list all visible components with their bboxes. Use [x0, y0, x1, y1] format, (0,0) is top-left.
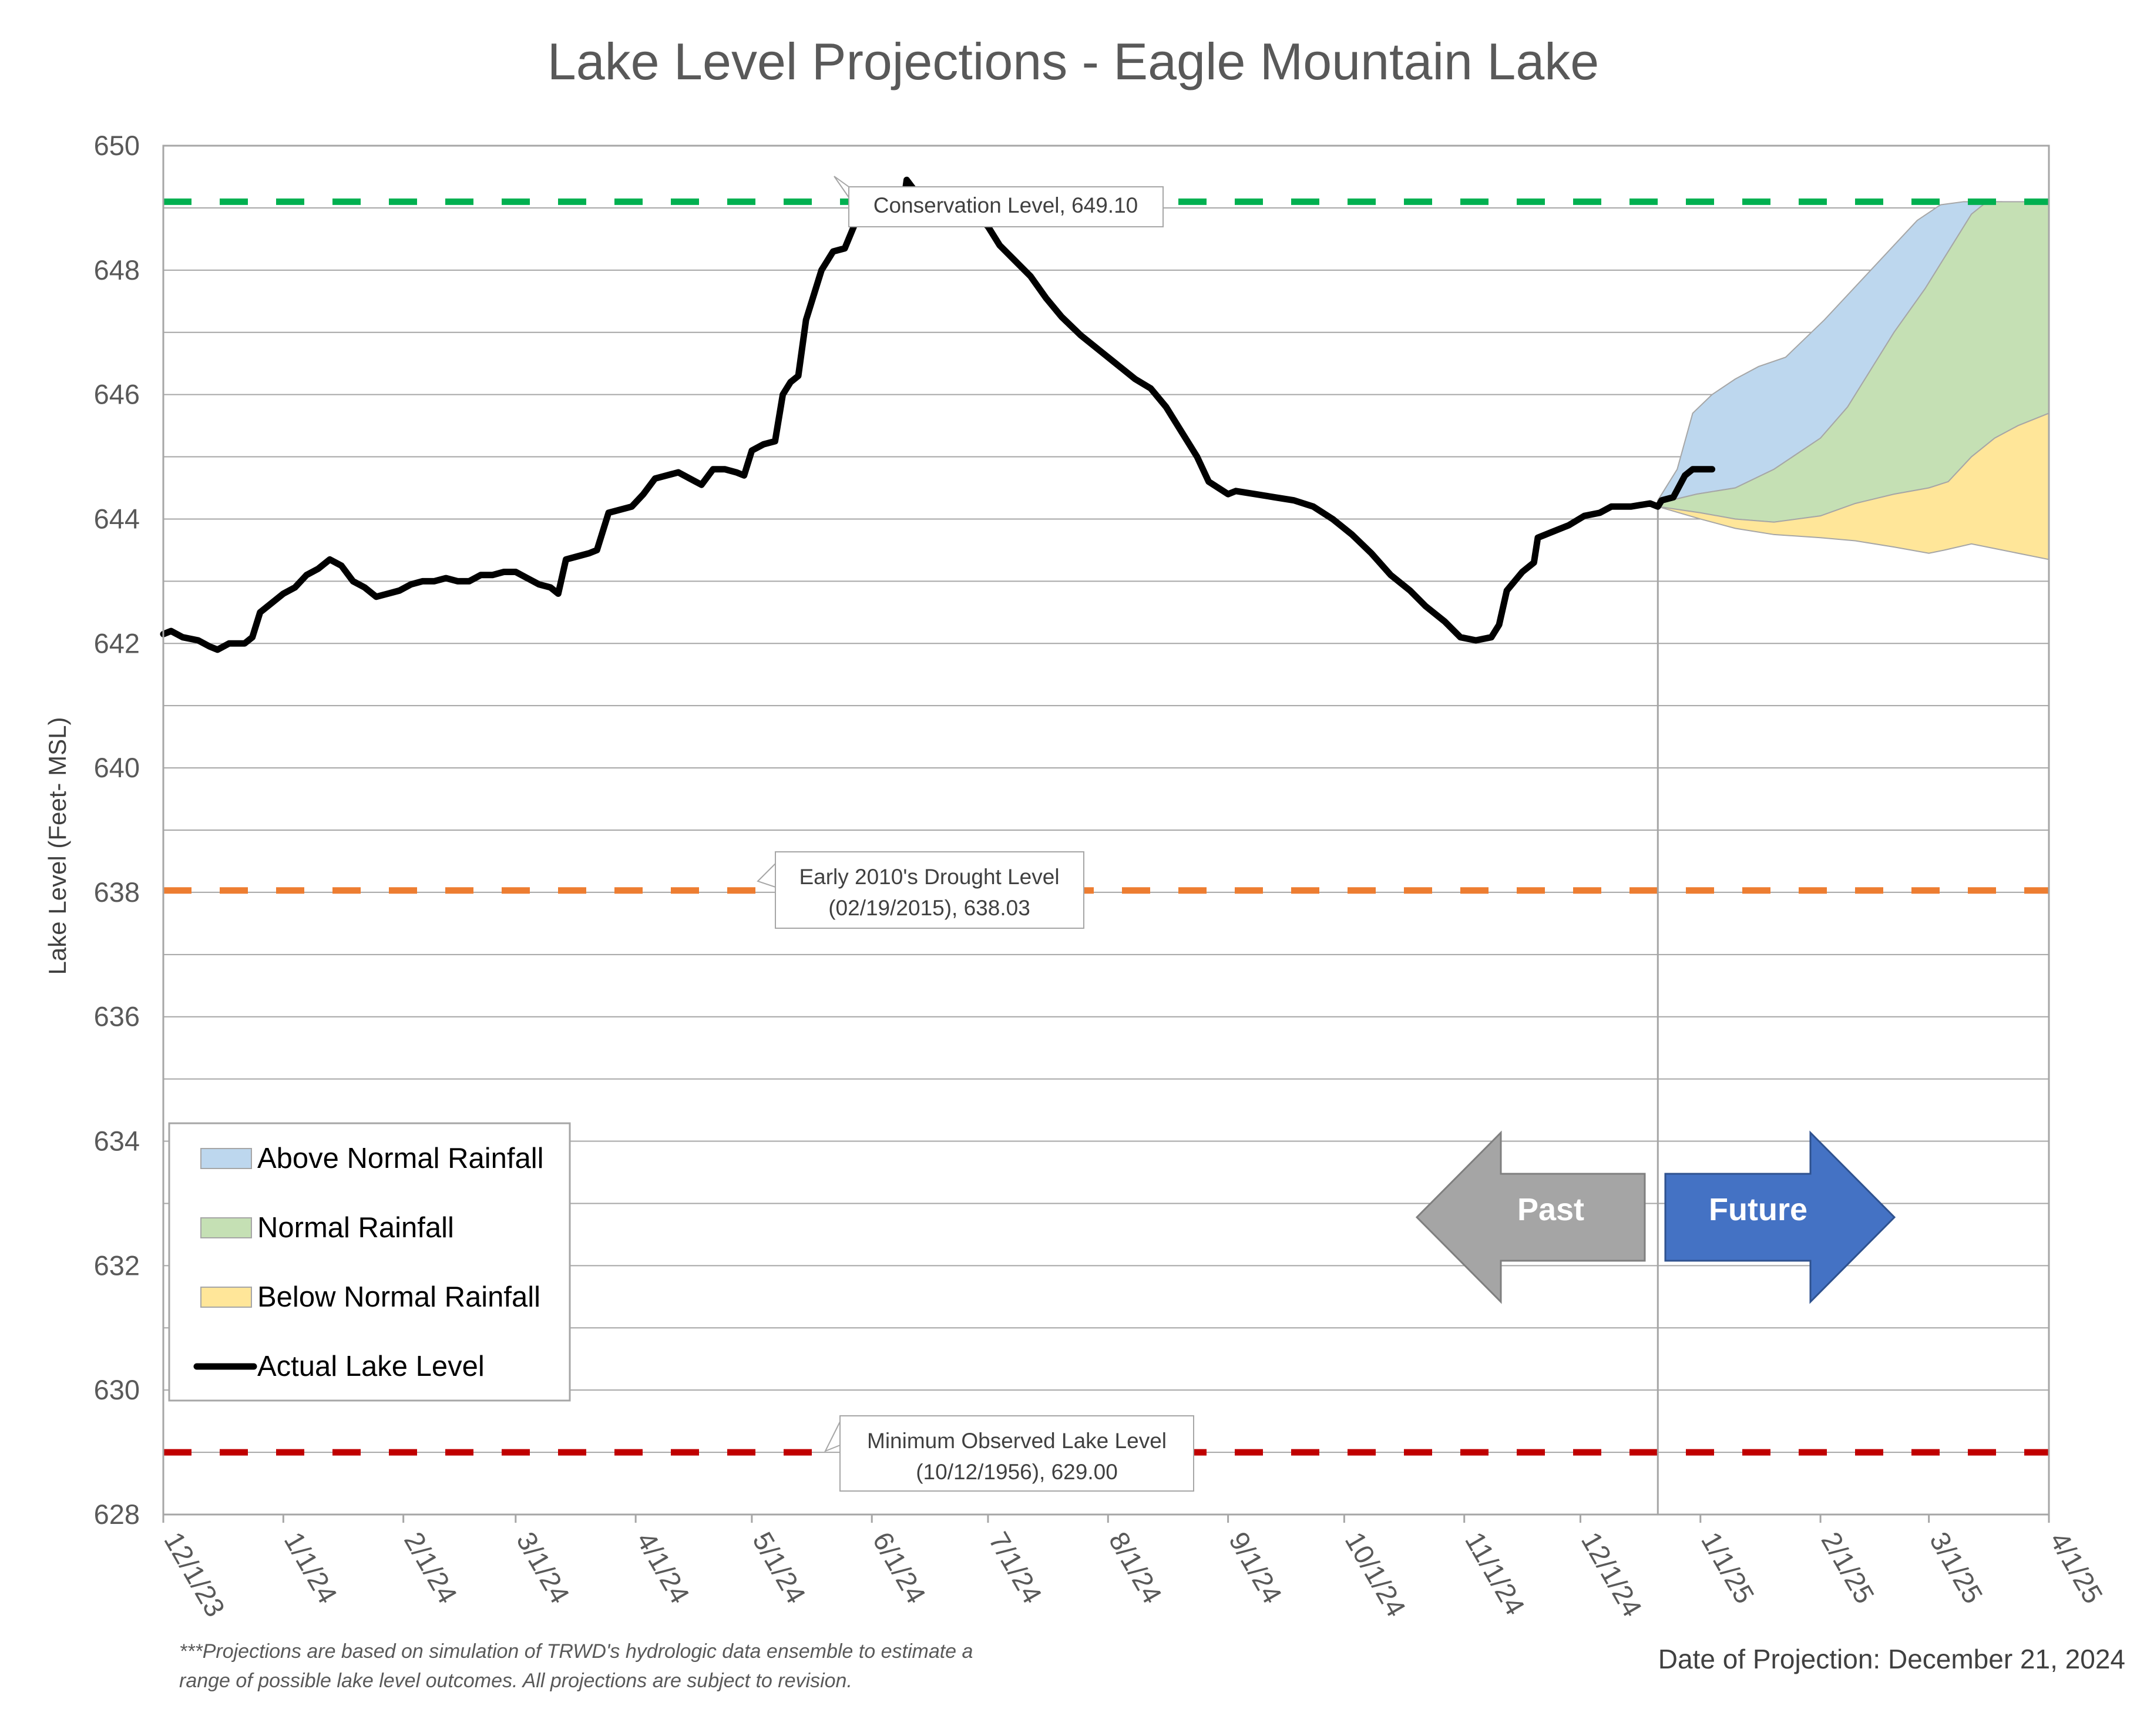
- past-arrow-shape: [1415, 1130, 1646, 1304]
- drought-callout-box: [775, 851, 1084, 929]
- legend-swatch-normal: [200, 1217, 252, 1238]
- y-tick-label: 632: [94, 1250, 140, 1281]
- past-arrow: Past: [1415, 1130, 1646, 1304]
- chart-title: Lake Level Projections - Eagle Mountain …: [547, 32, 1599, 90]
- conservation-callout: Conservation Level, 649.10: [834, 176, 1164, 227]
- drought-callout-line2: (02/19/2015), 638.03: [828, 896, 1030, 920]
- y-tick-labels: 628 630 632 634 636 638 640 642 644 646 648 650: [94, 130, 140, 1530]
- legend-label-below-normal: Below Normal Rainfall: [257, 1281, 540, 1313]
- legend-label-above-normal: Above Normal Rainfall: [257, 1143, 544, 1174]
- y-tick-label: 634: [94, 1126, 140, 1157]
- minimum-callout-line2: (10/12/1956), 629.00: [916, 1460, 1118, 1484]
- axes: [162, 145, 2050, 1523]
- y-tick-label: 650: [94, 130, 140, 161]
- future-arrow-label: Future: [1709, 1192, 1807, 1227]
- past-arrow-label: Past: [1517, 1192, 1584, 1227]
- conservation-callout-label: Conservation Level, 649.10: [873, 193, 1138, 217]
- drought-callout-line1: Early 2010's Drought Level: [799, 865, 1059, 889]
- legend-label-actual: Actual Lake Level: [257, 1351, 485, 1382]
- future-arrow-shape: [1664, 1130, 1896, 1304]
- minimum-callout-line1: Minimum Observed Lake Level: [867, 1429, 1167, 1453]
- actual-lake-level-series: [160, 176, 1716, 653]
- conservation-callout-box: [848, 186, 1164, 227]
- y-tick-label: 640: [94, 752, 140, 783]
- y-tick-label: 638: [94, 877, 140, 908]
- y-tick-label: 642: [94, 627, 140, 659]
- reference-lines: [163, 198, 2049, 1515]
- plot-frame: [162, 145, 2050, 1516]
- legend-swatch-above-normal: [200, 1148, 252, 1169]
- future-arrow: Future: [1664, 1130, 1896, 1304]
- y-axis-label: Lake Level (Feet- MSL): [43, 717, 71, 975]
- drought-callout: Early 2010's Drought Level (02/19/2015),…: [757, 851, 1084, 929]
- y-tick-label: 648: [94, 254, 140, 286]
- legend-box: [168, 1122, 571, 1402]
- y-tick-label: 644: [94, 503, 140, 534]
- footnote-line1: ***Projections are based on simulation o…: [179, 1640, 973, 1663]
- y-tick-label: 636: [94, 1001, 140, 1032]
- y-tick-label: 630: [94, 1374, 140, 1405]
- y-tick-label: 628: [94, 1499, 140, 1530]
- projection-date-label: Date of Projection: December 21, 2024: [1658, 1644, 2125, 1674]
- projection-bands: [1657, 201, 2049, 560]
- minimum-callout-box: [839, 1415, 1194, 1492]
- legend-label-normal: Normal Rainfall: [257, 1212, 454, 1244]
- footnote-line2: range of possible lake level outcomes. A…: [179, 1670, 852, 1692]
- y-tick-label: 646: [94, 379, 140, 410]
- legend: Above Normal Rainfall Normal Rainfall Be…: [168, 1122, 571, 1402]
- minimum-callout: Minimum Observed Lake Level (10/12/1956)…: [824, 1415, 1194, 1492]
- legend-swatch-below-normal: [200, 1287, 252, 1308]
- actual-lake-level-line: [160, 176, 1716, 653]
